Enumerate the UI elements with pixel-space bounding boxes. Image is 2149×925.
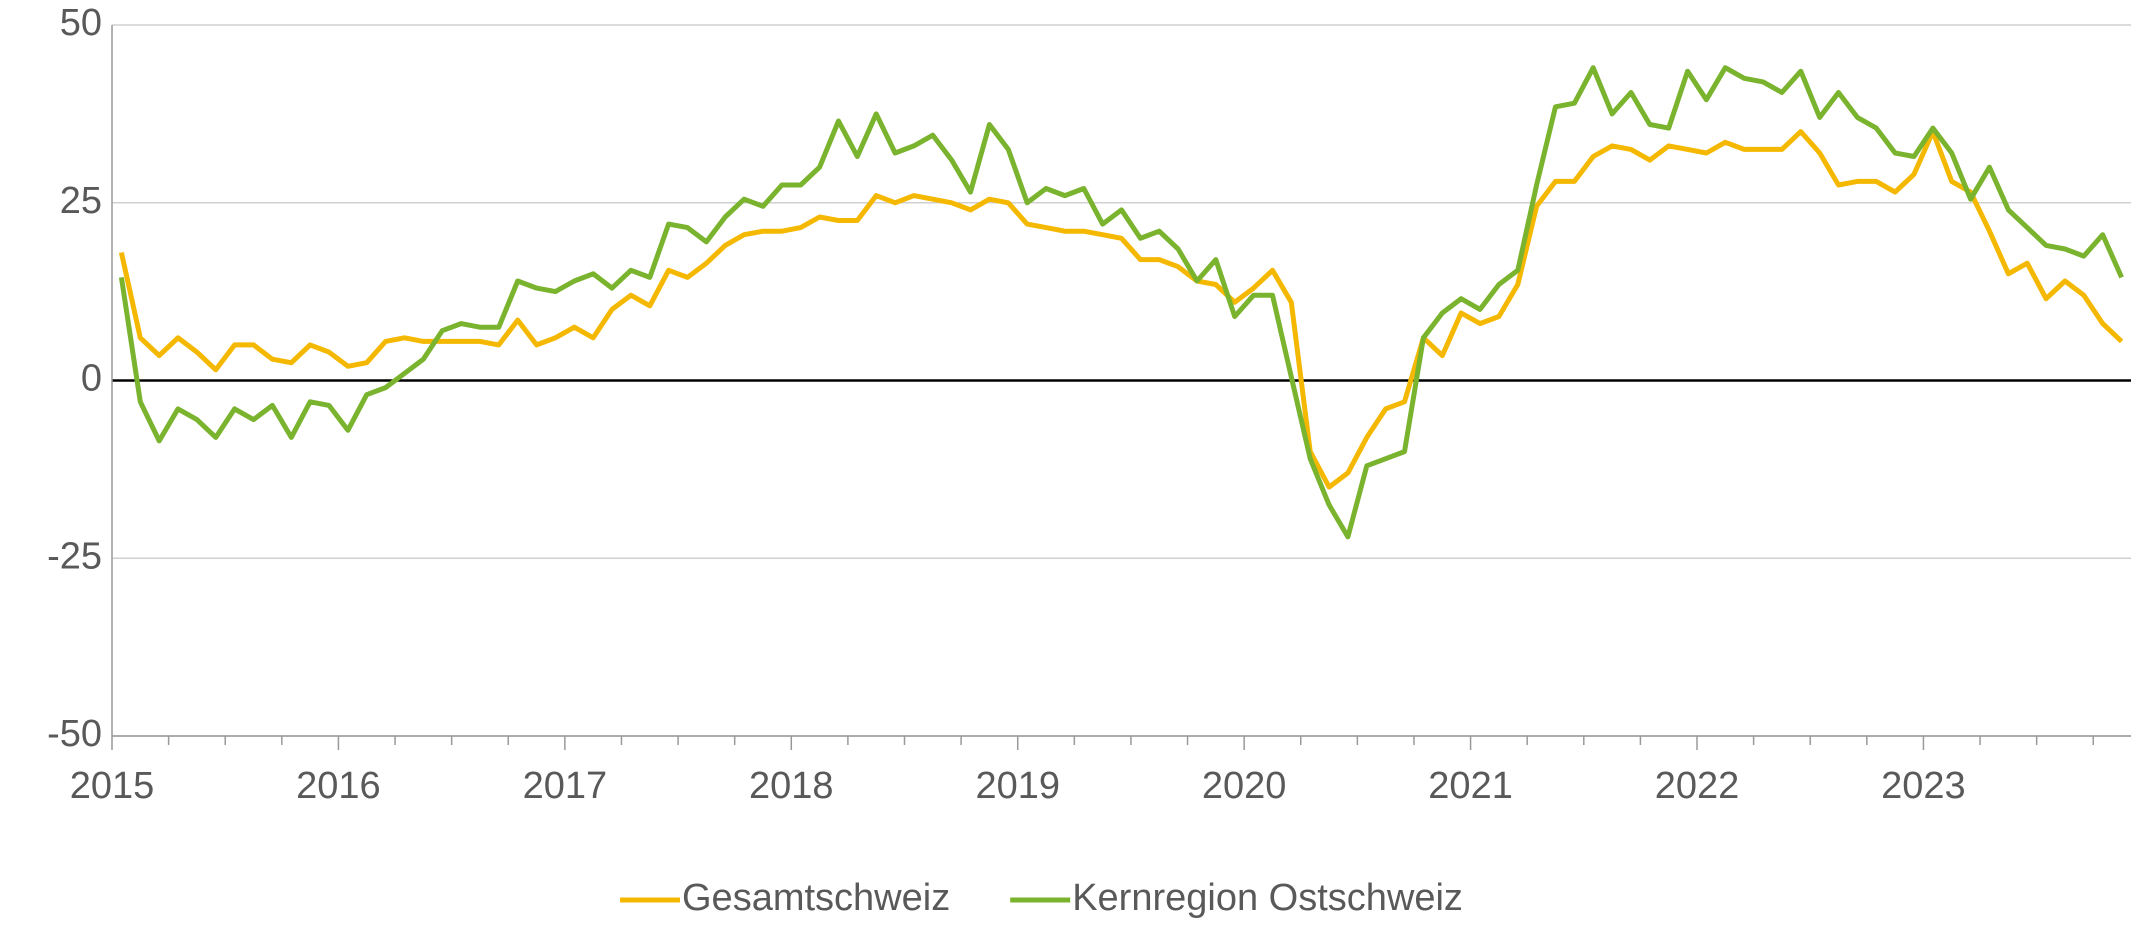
legend-label: Gesamtschweiz [682, 877, 950, 919]
series-line [118, 129, 2124, 490]
x-tick-label: 2015 [70, 765, 155, 807]
x-tick-label: 2019 [975, 765, 1060, 807]
x-tick-label: 2023 [1881, 765, 1966, 807]
y-tick-label: 0 [81, 358, 102, 400]
y-tick-label: -50 [47, 713, 102, 755]
x-tick-label: 2021 [1428, 765, 1513, 807]
x-tick-label: 2018 [749, 765, 834, 807]
legend-label: Kernregion Ostschweiz [1072, 877, 1463, 919]
x-tick-label: 2017 [523, 765, 608, 807]
series-line [118, 65, 2124, 540]
x-tick-label: 2022 [1655, 765, 1740, 807]
y-tick-label: 50 [60, 2, 102, 44]
x-tick-label: 2016 [296, 765, 381, 807]
x-tick-label: 2020 [1202, 765, 1287, 807]
y-tick-label: -25 [47, 535, 102, 577]
y-tick-label: 25 [60, 180, 102, 222]
